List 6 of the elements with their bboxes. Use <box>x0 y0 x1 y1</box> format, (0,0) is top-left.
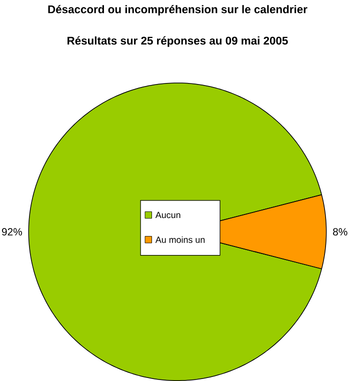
legend-label: Au moins un <box>155 236 204 243</box>
chart-title: Désaccord ou incompréhension sur le calendrier <box>48 4 308 16</box>
chart-subtitle: Résultats sur 25 réponses au 09 mai 2005 <box>67 36 288 47</box>
data-label: 92% <box>2 228 22 236</box>
data-label: 8% <box>332 228 348 236</box>
legend-label: Aucun <box>155 212 180 218</box>
